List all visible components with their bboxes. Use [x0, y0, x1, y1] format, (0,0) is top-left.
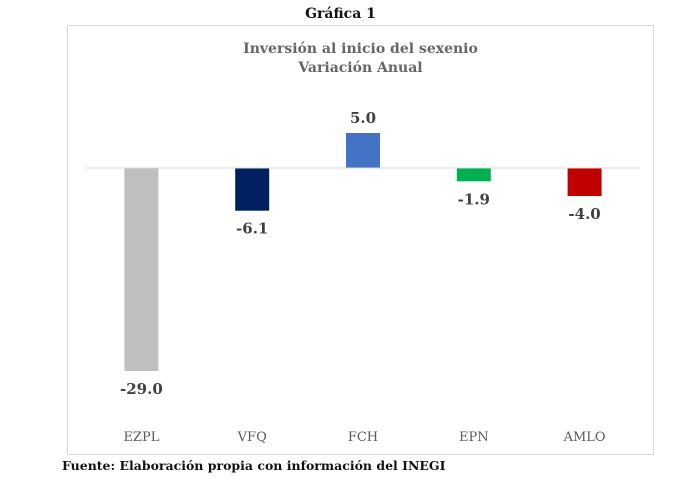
bar-ezpl — [124, 168, 159, 371]
x-tick-label-fch: FCH — [348, 430, 378, 445]
x-tick-label-ezpl: EZPL — [123, 430, 159, 445]
data-label-vfq: -6.1 — [236, 220, 268, 238]
data-label-amlo: -4.0 — [568, 205, 600, 223]
figure-caption: Gráfica 1 — [305, 6, 376, 22]
x-tick-label-epn: EPN — [459, 430, 489, 445]
chart-title-line-2: Variación Anual — [298, 60, 423, 76]
bar-fch — [346, 133, 380, 168]
data-label-fch: 5.0 — [350, 109, 376, 127]
bar-vfq — [235, 168, 270, 211]
data-label-epn: -1.9 — [458, 190, 490, 208]
bar-epn — [456, 168, 491, 182]
chart-title: Inversión al inicio del sexenio Variació… — [67, 40, 654, 78]
data-label-ezpl: -29.0 — [120, 380, 163, 398]
chart-frame — [67, 25, 654, 455]
x-tick-label-vfq: VFQ — [237, 430, 267, 445]
chart-title-line-1: Inversión al inicio del sexenio — [243, 41, 478, 57]
bar-amlo — [567, 168, 602, 196]
source-note: Fuente: Elaboración propia con informaci… — [62, 458, 446, 473]
x-tick-label-amlo: AMLO — [563, 430, 606, 445]
